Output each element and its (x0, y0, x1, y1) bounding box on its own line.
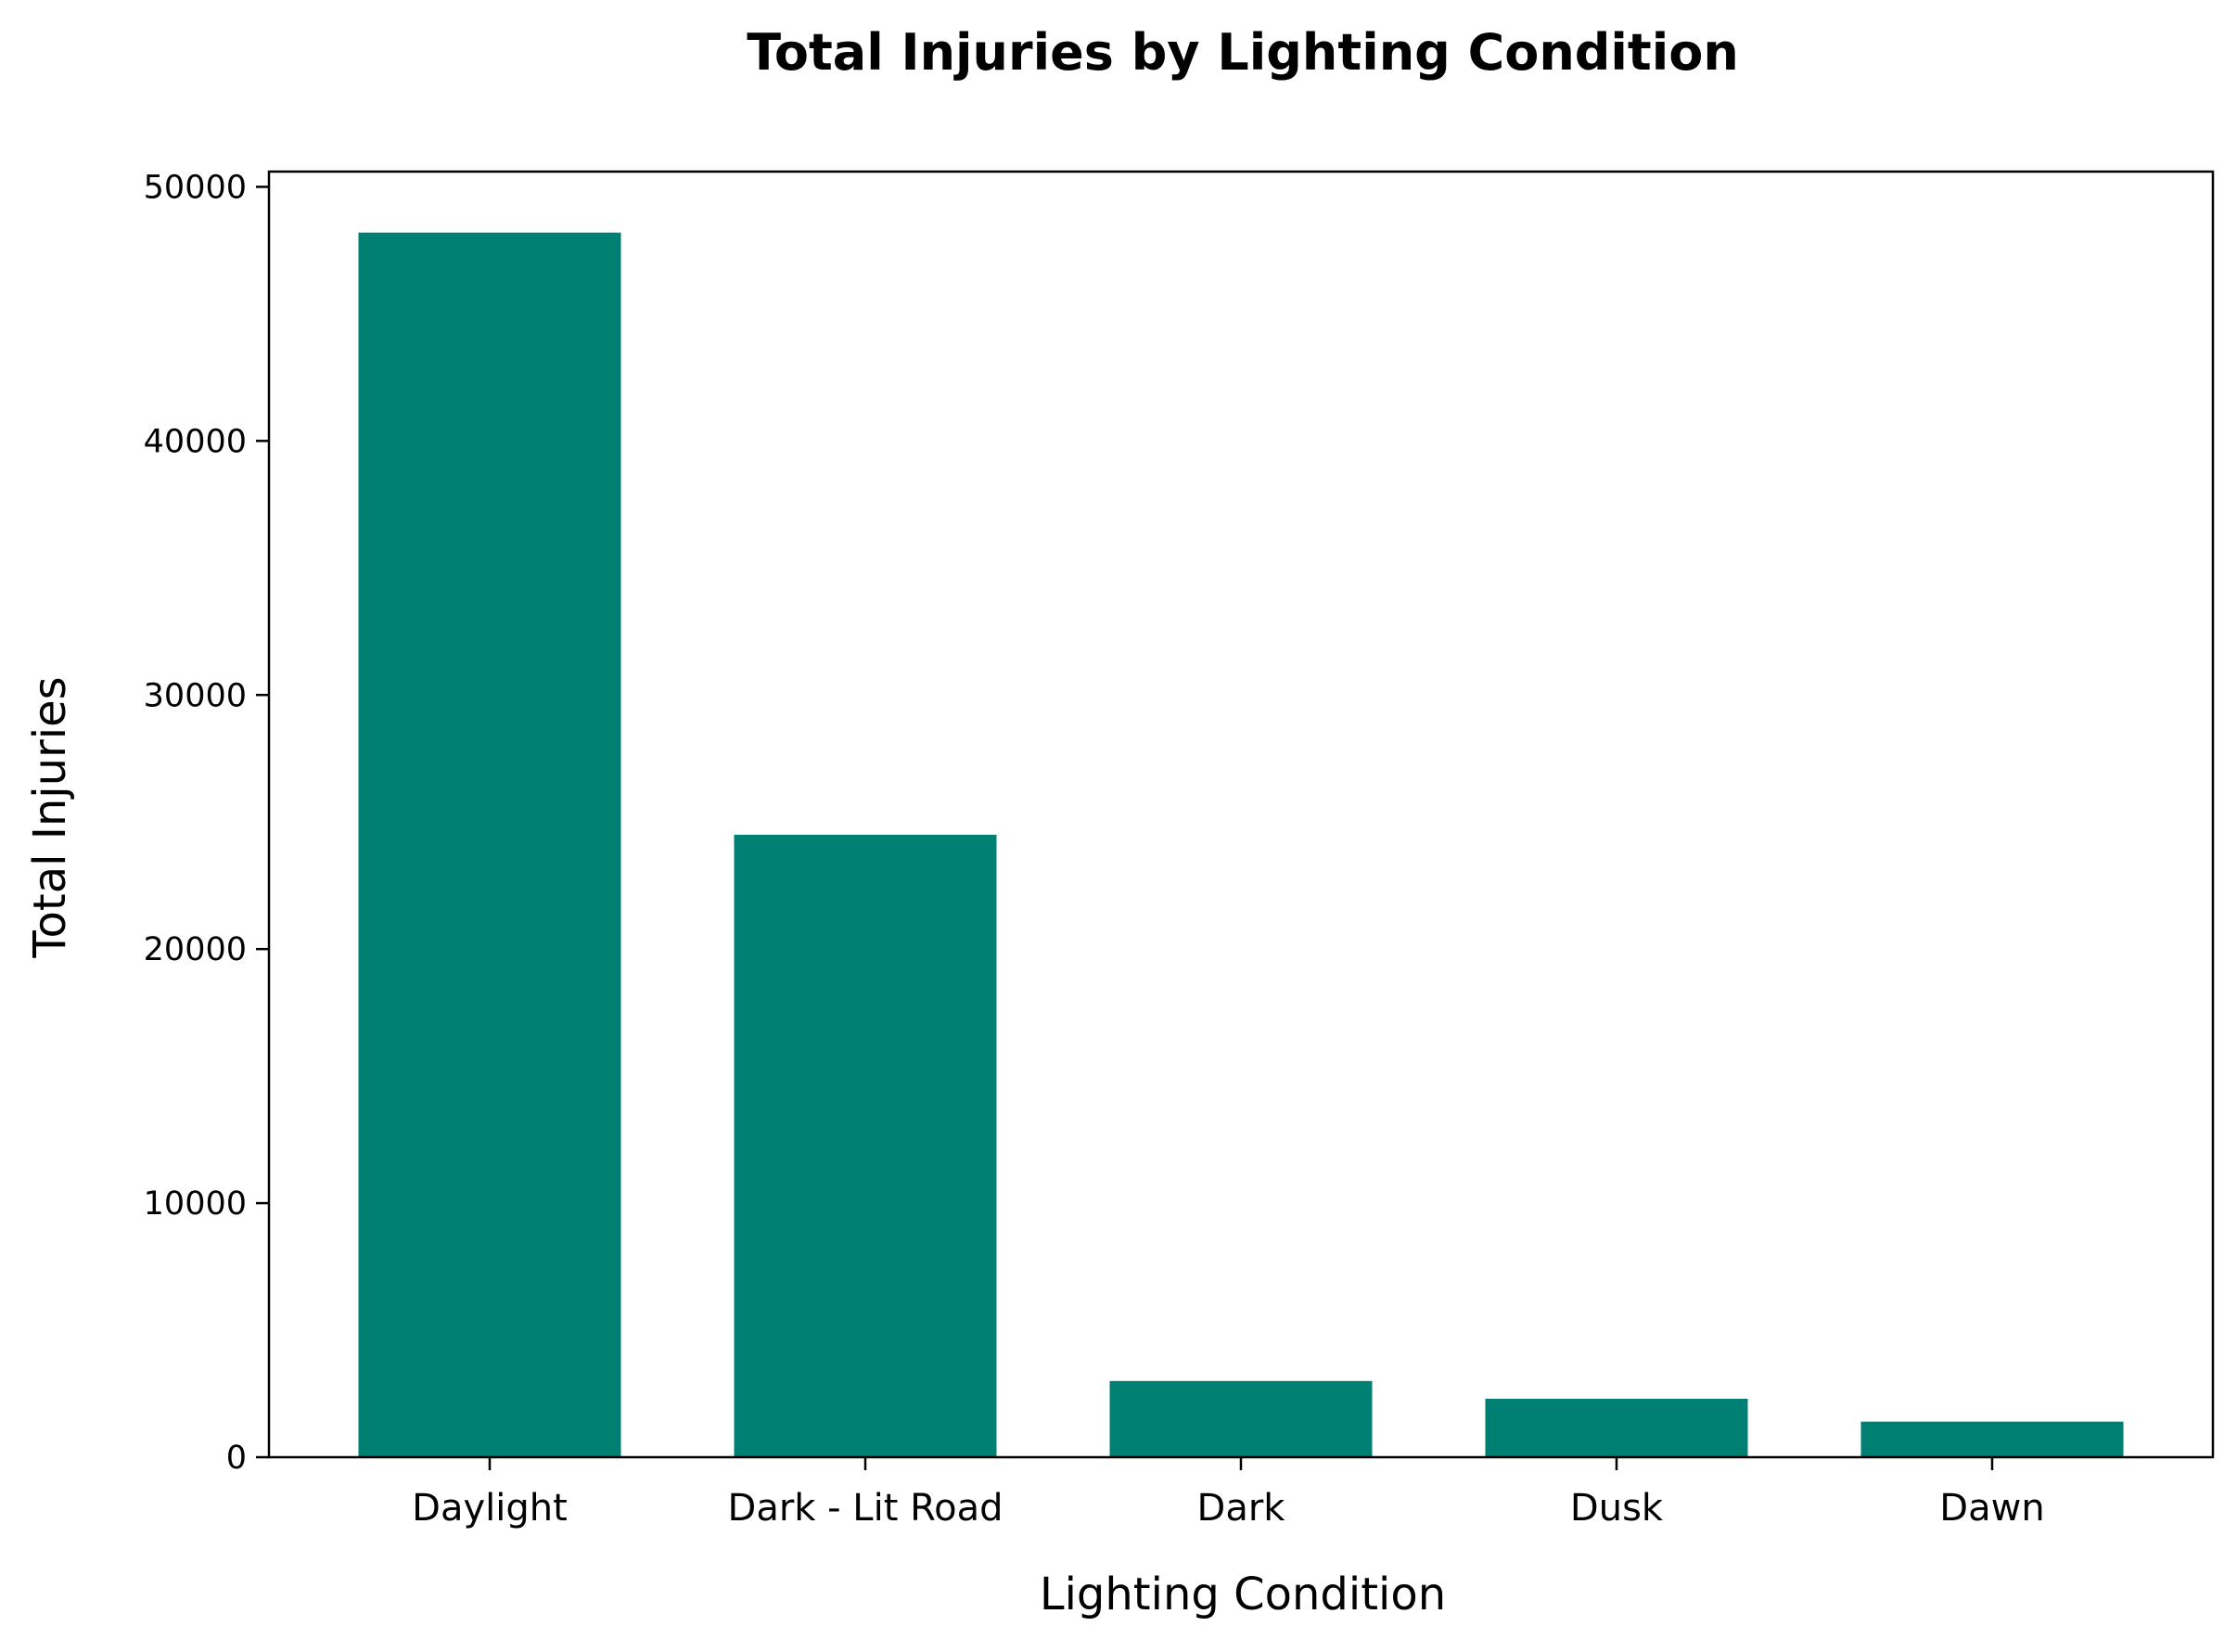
x-axis: Daylight Dark - Lit Road Dark Dusk Dawn (412, 1457, 2045, 1530)
y-tick-label: 0 (226, 1440, 247, 1477)
y-tick-label: 50000 (144, 169, 247, 206)
bar-dark (1109, 1380, 1373, 1457)
x-tick-label: Dawn (1939, 1487, 2044, 1530)
y-tick-label: 10000 (144, 1185, 247, 1223)
plot-frame (267, 170, 2215, 1459)
x-tick-label: Daylight (412, 1487, 568, 1530)
bar-dusk (1485, 1399, 1748, 1457)
bar-daylight (358, 232, 621, 1457)
chart-title: Total Injuries by Lighting Condition (747, 23, 1739, 82)
y-tick-label: 20000 (144, 931, 247, 968)
x-tick-label: Dark - Lit Road (728, 1487, 1003, 1530)
x-tick-label: Dark (1197, 1487, 1286, 1530)
x-tick-label: Dusk (1570, 1487, 1664, 1530)
x-axis-label: Lighting Condition (1040, 1569, 1446, 1620)
bars-layer (358, 232, 2124, 1457)
y-axis-label: Total Injuries (24, 676, 76, 958)
y-axis: 0 10000 20000 30000 40000 50000 (144, 169, 269, 1477)
bar-dawn (1860, 1421, 2124, 1457)
y-tick-label: 30000 (144, 677, 247, 714)
bar-dark-lit-road (734, 834, 997, 1457)
y-tick-label: 40000 (144, 423, 247, 460)
